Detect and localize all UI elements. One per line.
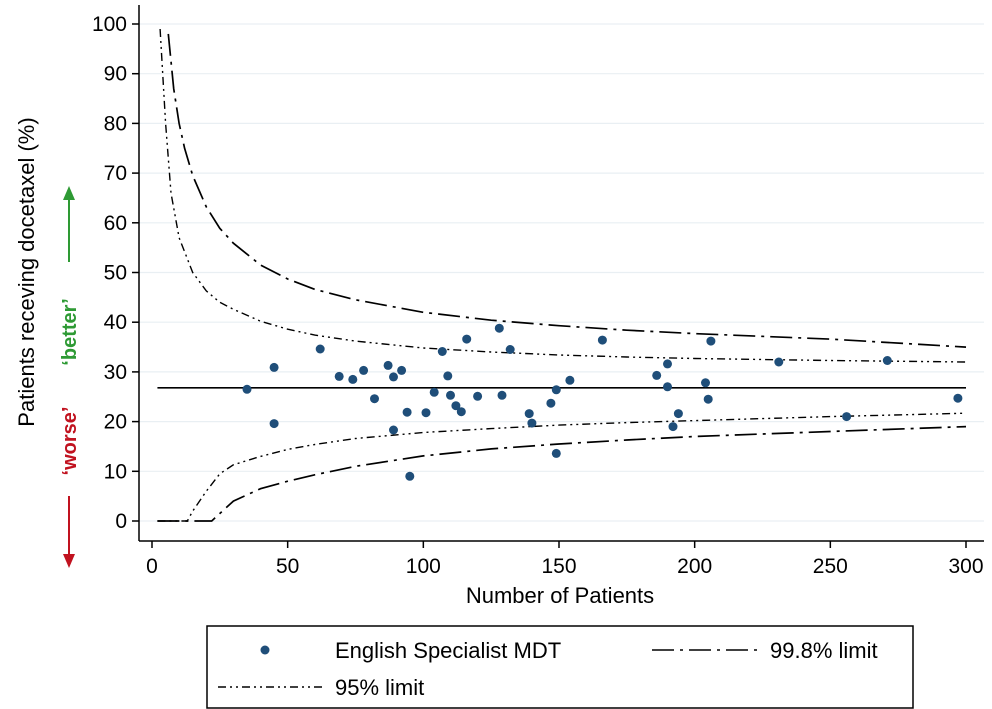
data-points	[242, 323, 963, 481]
legend-marker-mdt	[260, 645, 270, 655]
limit-998-upper	[167, 33, 967, 348]
limit-998-lower	[157, 425, 967, 522]
worse-label: ‘worse’	[59, 407, 81, 476]
data-point	[242, 384, 252, 394]
legend-label-95: 95% limit	[335, 675, 424, 700]
data-point	[437, 347, 447, 356]
data-point	[652, 370, 662, 380]
limit-95-lower	[157, 412, 967, 522]
y-tick-label: 30	[104, 361, 127, 384]
x-tick-label: 0	[146, 555, 158, 578]
data-point	[842, 412, 852, 422]
data-point	[443, 371, 453, 381]
x-tick-label: 100	[406, 555, 441, 578]
y-tick-labels: 0 10 20 30 40 50 60 70 80 90 100	[92, 13, 127, 533]
y-tick-label: 90	[104, 63, 127, 86]
data-point	[597, 335, 607, 345]
legend: English Specialist MDT 99.8% limit 95% l…	[206, 625, 914, 709]
funnel-limits	[157, 28, 967, 522]
data-point	[494, 323, 504, 333]
data-point	[389, 425, 398, 435]
axes	[132, 5, 984, 548]
data-point	[334, 371, 344, 381]
data-point	[701, 378, 710, 388]
y-tick-label: 10	[104, 460, 127, 483]
data-point	[663, 359, 672, 369]
data-point	[546, 398, 556, 408]
data-point	[269, 362, 279, 372]
x-tick-labels: 0 50 100 150 200 250 300	[146, 555, 983, 578]
data-point	[429, 387, 439, 397]
y-axis-label: Patients receving docetaxel (%)	[14, 117, 39, 426]
grid-lines	[139, 23, 984, 522]
data-point	[451, 401, 461, 411]
data-point	[673, 409, 683, 419]
data-point	[706, 336, 716, 346]
x-tick-label: 300	[948, 555, 983, 578]
data-point	[397, 365, 407, 375]
data-point	[421, 408, 431, 418]
x-tick-label: 50	[276, 555, 299, 578]
data-point	[565, 375, 575, 385]
y-tick-label: 70	[104, 162, 127, 185]
data-point	[348, 374, 358, 384]
data-point	[551, 448, 561, 458]
better-arrow-head	[63, 186, 75, 200]
data-point	[524, 409, 534, 419]
data-point	[668, 422, 678, 432]
limit-95-upper	[159, 28, 967, 363]
data-point	[882, 356, 892, 365]
legend-box	[206, 625, 914, 709]
y-tick-label: 50	[104, 262, 127, 285]
data-point	[456, 407, 466, 417]
data-point	[446, 390, 455, 400]
data-point	[462, 334, 472, 344]
legend-label-998: 99.8% limit	[770, 638, 878, 663]
data-point	[505, 345, 515, 354]
data-point	[703, 394, 713, 404]
x-axis-label: Number of Patients	[466, 583, 654, 608]
data-point	[383, 360, 393, 370]
data-point	[359, 365, 369, 375]
data-point	[405, 471, 415, 481]
data-point	[389, 372, 398, 382]
data-point	[551, 385, 561, 395]
data-point	[402, 407, 412, 417]
x-tick-label: 250	[813, 555, 848, 578]
data-point	[370, 394, 379, 404]
x-tick-label: 200	[677, 555, 712, 578]
data-point	[663, 382, 672, 392]
better-label: ‘better’	[59, 298, 81, 365]
y-tick-label: 60	[104, 212, 127, 235]
worse-arrow-head	[63, 554, 75, 568]
data-point	[269, 419, 279, 429]
y-tick-label: 80	[104, 112, 127, 135]
y-tick-label: 40	[104, 311, 127, 334]
data-point	[497, 390, 507, 400]
x-tick-label: 150	[541, 555, 576, 578]
data-point	[527, 418, 537, 428]
data-point	[473, 391, 483, 401]
data-point	[315, 344, 325, 354]
legend-label-mdt: English Specialist MDT	[335, 638, 561, 663]
data-point	[953, 393, 963, 403]
data-point	[774, 357, 784, 367]
y-tick-label: 20	[104, 411, 127, 434]
y-tick-label: 100	[92, 13, 127, 36]
y-tick-label: 0	[115, 510, 127, 533]
